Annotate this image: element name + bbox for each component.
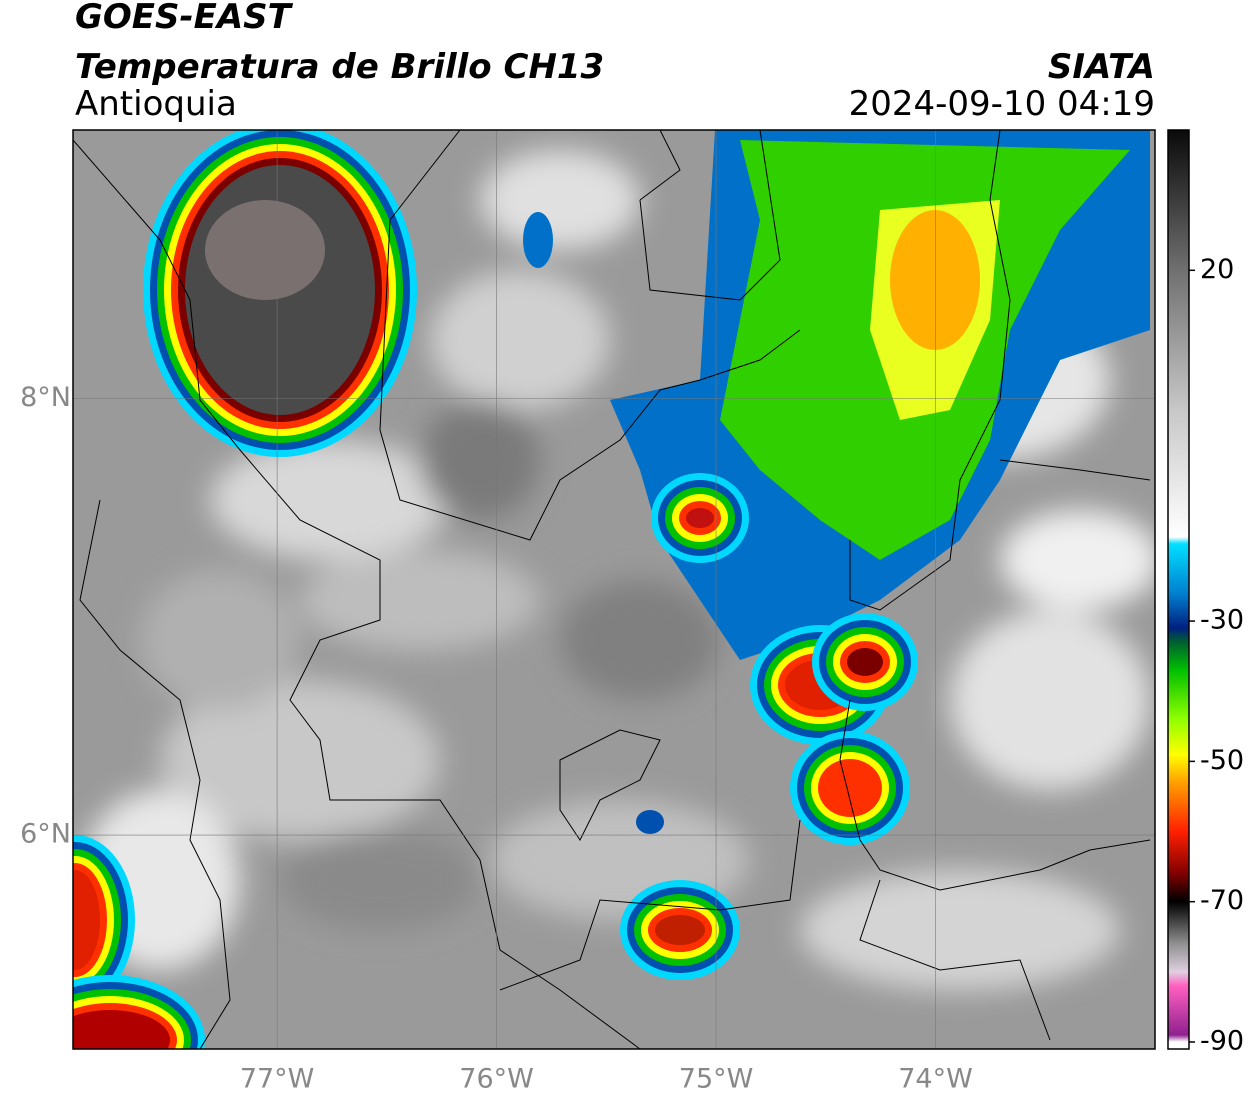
x-tick-label: 76°W — [459, 1064, 534, 1095]
source: SIATA — [1048, 47, 1155, 87]
cloud — [430, 270, 610, 410]
cloud — [1000, 510, 1155, 610]
title: GOES-EAST — [75, 0, 294, 37]
cloud — [950, 610, 1150, 790]
cloud-blue — [636, 810, 664, 834]
y-tick-label: 8°N — [20, 382, 71, 413]
colorbar — [1167, 129, 1190, 1050]
colorbar-tick-label: -70 — [1200, 885, 1244, 916]
storm-core — [825, 766, 875, 810]
cloud — [140, 570, 300, 710]
cloud — [560, 580, 720, 700]
storm-core — [73, 1010, 170, 1049]
boundary — [859, 879, 1051, 1041]
cloud — [300, 550, 540, 650]
boundary — [379, 130, 801, 541]
boundary — [79, 499, 231, 1049]
cloud — [210, 440, 450, 560]
storm-core — [686, 508, 714, 528]
storm-core — [73, 870, 100, 970]
colorbar-tick-label: -30 — [1200, 605, 1244, 636]
y-tick-label: 6°N — [20, 819, 71, 850]
cloud-orange — [890, 210, 980, 350]
region: Antioquia — [75, 84, 237, 124]
boundary — [559, 729, 661, 841]
colorbar-tick-label: 20 — [1200, 254, 1234, 285]
x-tick-label: 74°W — [898, 1064, 973, 1095]
colorbar-tick-label: -50 — [1200, 745, 1244, 776]
boundary — [849, 130, 1011, 611]
storm-core — [847, 648, 883, 676]
cloud — [280, 830, 480, 930]
boundary — [73, 139, 641, 1049]
colorbar-tick-label: -90 — [1200, 1025, 1244, 1056]
boundary — [999, 459, 1151, 481]
storm-top — [205, 200, 325, 300]
boundary — [839, 699, 1151, 891]
cloud — [800, 870, 1120, 990]
cloud — [420, 400, 540, 520]
boundary — [499, 819, 801, 991]
boundary — [639, 130, 781, 301]
map-area — [73, 130, 1155, 1049]
x-tick-label: 75°W — [679, 1064, 754, 1095]
cloud — [480, 150, 640, 250]
map-frame — [72, 129, 1156, 1050]
storm-core — [655, 915, 705, 945]
datetime: 2024-09-10 04:19 — [849, 84, 1155, 124]
cloud-blue — [523, 212, 553, 268]
x-tick-label: 77°W — [240, 1064, 315, 1095]
subtitle: Temperatura de Brillo CH13 — [75, 47, 604, 87]
